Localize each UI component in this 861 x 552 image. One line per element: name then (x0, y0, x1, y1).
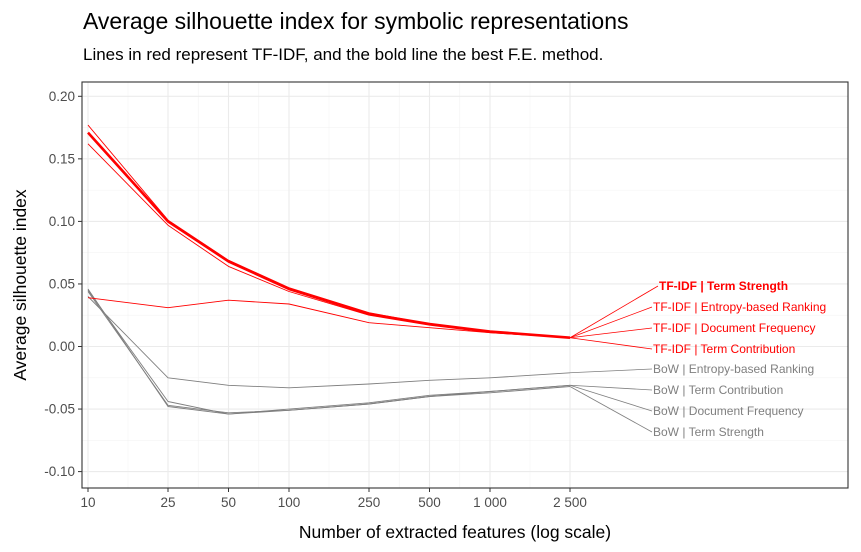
y-tick-label: 0.00 (49, 339, 75, 354)
series-label: TF-IDF | Document Frequency (653, 321, 816, 335)
label-leader-line (569, 384, 653, 391)
label-leader-line (569, 384, 653, 412)
series-label: BoW | Term Strength (653, 425, 764, 439)
y-tick-label: 0.10 (49, 214, 75, 229)
series-label: TF-IDF | Entropy-based Ranking (653, 300, 826, 314)
series-label: TF-IDF | Term Strength (659, 279, 788, 293)
x-tick-label: 250 (358, 495, 381, 510)
label-leader-line (569, 327, 653, 339)
y-tick-label: -0.10 (44, 464, 75, 479)
label-leader-line (569, 285, 659, 339)
series-label: BoW | Entropy-based Ranking (653, 362, 814, 376)
y-axis-title: Average silhouette index (10, 189, 30, 381)
series-line-bow-term-strength (87, 288, 571, 415)
x-tick-label: 100 (278, 495, 301, 510)
y-tick-label: -0.05 (44, 402, 75, 417)
chart-subtitle: Lines in red represent TF-IDF, and the b… (83, 45, 604, 64)
panel-border (81, 81, 849, 489)
x-tick-label: 10 (80, 495, 95, 510)
x-tick-label: 2 500 (553, 495, 587, 510)
x-axis-title: Number of extracted features (log scale) (299, 522, 611, 542)
series-label: BoW | Term Contribution (653, 383, 783, 397)
y-tick-label: 0.15 (49, 151, 75, 166)
y-tick-label: 0.20 (49, 89, 75, 104)
label-leader-line (569, 386, 653, 433)
x-tick-label: 1 000 (473, 495, 507, 510)
x-tick-label: 25 (160, 495, 175, 510)
x-tick-label: 50 (221, 495, 236, 510)
series-label: BoW | Document Frequency (653, 404, 804, 418)
y-tick-label: 0.05 (49, 276, 75, 291)
series-label: TF-IDF | Term Contribution (653, 342, 795, 356)
chart-title: Average silhouette index for symbolic re… (83, 8, 629, 34)
series-line-tf-idf-term-strength (87, 131, 571, 339)
x-tick-label: 500 (418, 495, 441, 510)
label-leader-line (569, 337, 653, 350)
series-line-bow-entropy-based-ranking (87, 296, 571, 389)
series-line-tf-idf-term-contribution (87, 297, 571, 339)
label-leader-line (569, 368, 653, 374)
label-leader-line (569, 306, 653, 339)
